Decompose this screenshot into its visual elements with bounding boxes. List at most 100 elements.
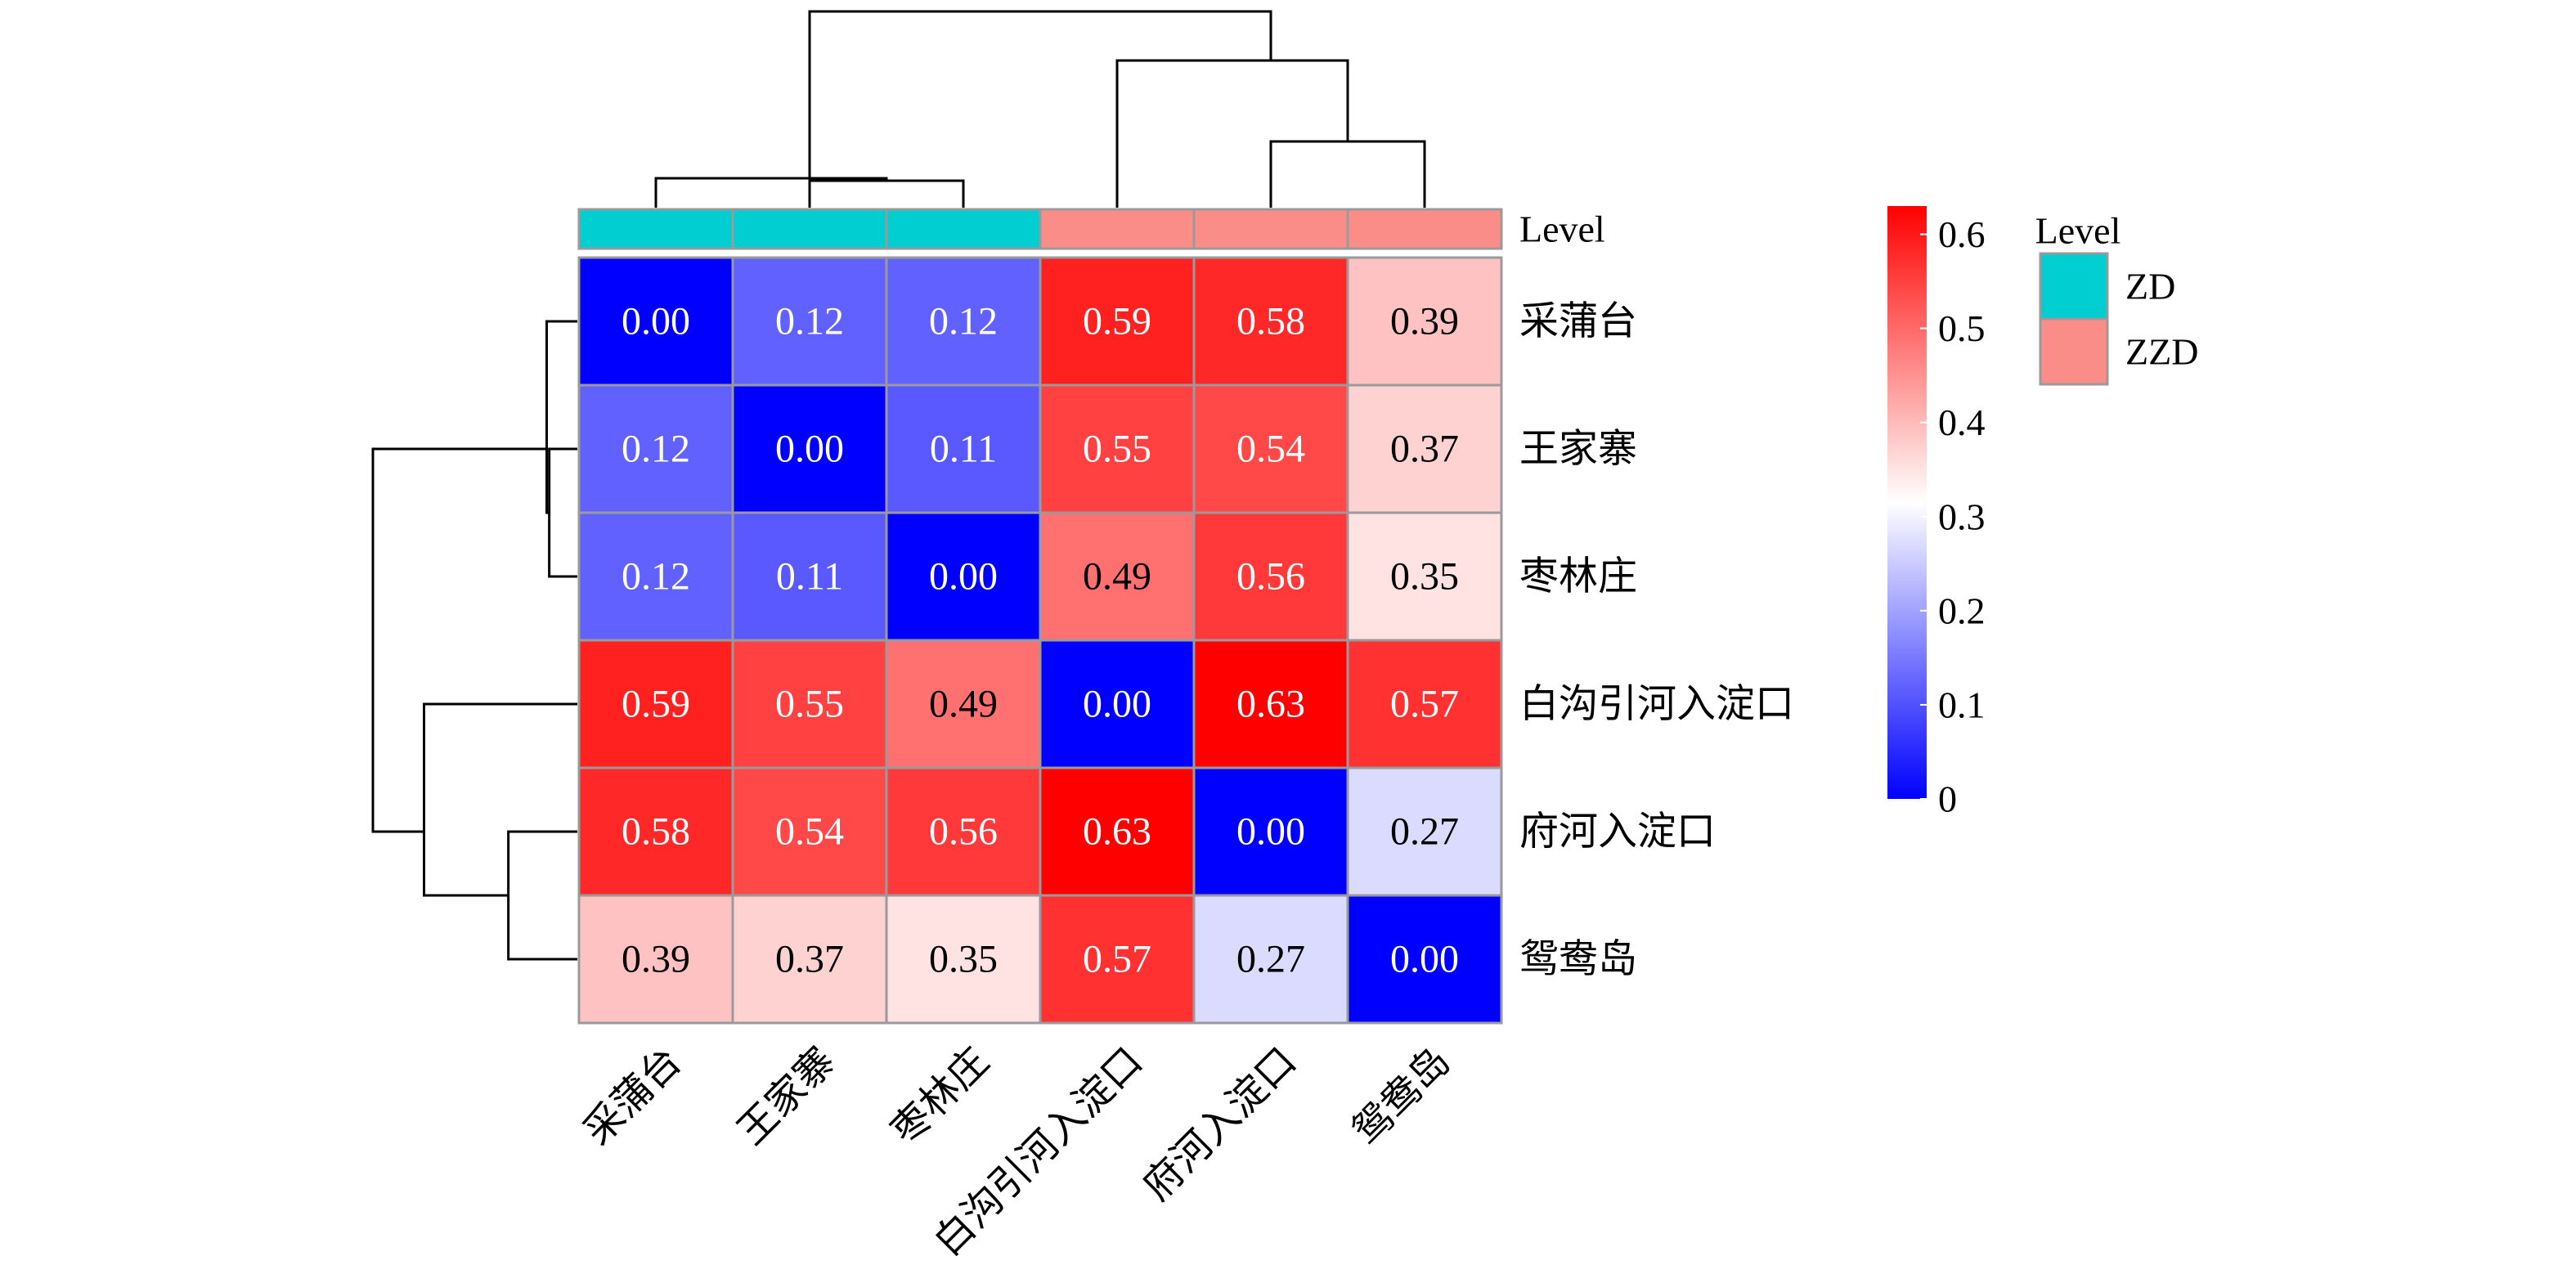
color-scale-ticks: 0 0.1 0.2 0.3 0.4 0.5 0.6 [1920, 213, 1986, 820]
row-label: 鸳鸯岛 [1519, 938, 1637, 981]
cell-value-label: 0.12 [929, 300, 998, 343]
heatmap-cell [885, 256, 1042, 387]
cell-value-label: 0.37 [775, 938, 844, 981]
color-scale-bar [1887, 206, 1927, 799]
level-legend: Level ZD ZZD [2035, 210, 2198, 386]
cell-value-label: 0.00 [775, 428, 844, 471]
cell-value-label: 0.11 [930, 428, 997, 471]
row-dendrogram-branch [371, 447, 547, 833]
color-scale-tick-label: 0.6 [1938, 213, 1986, 255]
heatmap-cells: 0.00 0.12 0.12 0.59 0.58 0.39 0.12 0.00 0.11 0.55… [577, 256, 1503, 1025]
cell-value-label: 0.00 [622, 300, 690, 343]
column-dendrogram-branch [1269, 140, 1426, 208]
row-dendrogram-branch [507, 830, 577, 961]
column-label: 采蒲台 [576, 1039, 689, 1153]
row-label: 采蒲台 [1519, 300, 1637, 343]
cell-value-label: 0.49 [1083, 555, 1151, 599]
heatmap-cell [885, 766, 1042, 897]
cell-value-label: 0.11 [776, 555, 843, 599]
color-scale-tick-label: 0 [1938, 778, 1957, 820]
cell-value-label: 0.55 [1083, 428, 1151, 471]
cell-value-label: 0.63 [1083, 810, 1151, 854]
row-label: 府河入淀口 [1519, 810, 1716, 854]
level-legend-label: ZD [2125, 266, 2175, 307]
heatmap-cell [577, 639, 734, 769]
heatmap-cell [1346, 894, 1503, 1025]
annotation-cell [731, 208, 888, 250]
row-dendrogram-branch [548, 447, 577, 578]
cell-value-label: 0.37 [1390, 428, 1459, 471]
heatmap-cell [731, 511, 888, 642]
column-dendrogram-branch [808, 179, 965, 208]
color-scale-tick-label: 0.4 [1938, 401, 1986, 443]
heatmap-cell [731, 256, 888, 387]
level-legend-swatch [2039, 317, 2109, 386]
cell-value-label: 0.35 [1390, 555, 1459, 599]
cell-value-label: 0.58 [622, 810, 690, 854]
heatmap-cell [1039, 384, 1196, 514]
level-legend-label: ZZD [2125, 331, 2198, 373]
heatmap-cell [1192, 639, 1349, 769]
annotation-cell [577, 208, 734, 250]
level-annotation-bar [577, 208, 1503, 250]
heatmap-cell [1346, 511, 1503, 642]
annotation-bar-title: Level [1519, 209, 1605, 250]
color-scale-tick-label: 0.3 [1938, 496, 1986, 537]
cell-value-label: 0.59 [622, 683, 690, 726]
heatmap-cell [1192, 511, 1349, 642]
cell-value-label: 0.00 [1390, 938, 1459, 981]
annotation-cell [1039, 208, 1196, 250]
column-label: 鸳鸯岛 [1344, 1039, 1458, 1153]
cell-value-label: 0.54 [1236, 428, 1305, 471]
row-label: 王家寨 [1519, 428, 1637, 471]
row-dendrogram-branch [545, 320, 577, 514]
cell-value-label: 0.49 [929, 683, 998, 726]
heatmap-cell [1192, 894, 1349, 1025]
cell-value-label: 0.27 [1236, 938, 1305, 981]
heatmap-cell [1192, 766, 1349, 897]
cell-value-label: 0.00 [1236, 810, 1305, 854]
heatmap-cell [1346, 766, 1503, 897]
heatmap-cell [1039, 511, 1196, 642]
cell-value-label: 0.39 [1390, 300, 1459, 343]
column-dendrogram-branch [1115, 59, 1349, 208]
heatmap-cell [1346, 384, 1503, 514]
cell-value-label: 0.57 [1083, 938, 1151, 981]
heatmap-cell [1039, 639, 1196, 769]
cell-value-label: 0.00 [1083, 683, 1151, 726]
heatmap-cell [1039, 766, 1196, 897]
column-dendrogram-branch [808, 10, 1272, 178]
cell-value-label: 0.57 [1390, 683, 1459, 726]
column-dendrogram [654, 10, 1426, 208]
heatmap-cell [1039, 894, 1196, 1025]
column-dendrogram-branch [654, 177, 888, 208]
cell-value-label: 0.39 [622, 938, 690, 981]
row-label: 白沟引河入淀口 [1519, 683, 1794, 726]
cell-value-label: 0.55 [775, 683, 844, 726]
annotation-cell [885, 208, 1042, 250]
heatmap-cell [885, 639, 1042, 769]
row-dendrogram-branch [423, 702, 577, 897]
cell-value-label: 0.63 [1236, 683, 1305, 726]
column-label: 枣林庄 [883, 1039, 997, 1153]
column-label: 府河入淀口 [1135, 1039, 1304, 1209]
cell-value-label: 0.35 [929, 938, 998, 981]
row-dendrogram [371, 320, 577, 961]
cell-value-label: 0.56 [929, 810, 998, 854]
heatmap-cell [731, 384, 888, 514]
heatmap-cell [577, 256, 734, 387]
cell-value-label: 0.58 [1236, 300, 1305, 343]
column-label: 王家寨 [729, 1039, 843, 1153]
heatmap-cell [577, 766, 734, 897]
cell-value-label: 0.12 [775, 300, 844, 343]
color-scale-tick-label: 0.5 [1938, 307, 1986, 349]
cell-value-label: 0.56 [1236, 555, 1305, 599]
color-scale-legend: 0 0.1 0.2 0.3 0.4 0.5 0.6 [1887, 206, 1986, 820]
cell-value-label: 0.00 [929, 555, 998, 599]
level-legend-title: Level [2035, 210, 2121, 252]
annotation-cell [1192, 208, 1349, 250]
cell-value-label: 0.12 [622, 555, 690, 599]
level-legend-items: ZD ZZD [2039, 252, 2198, 386]
